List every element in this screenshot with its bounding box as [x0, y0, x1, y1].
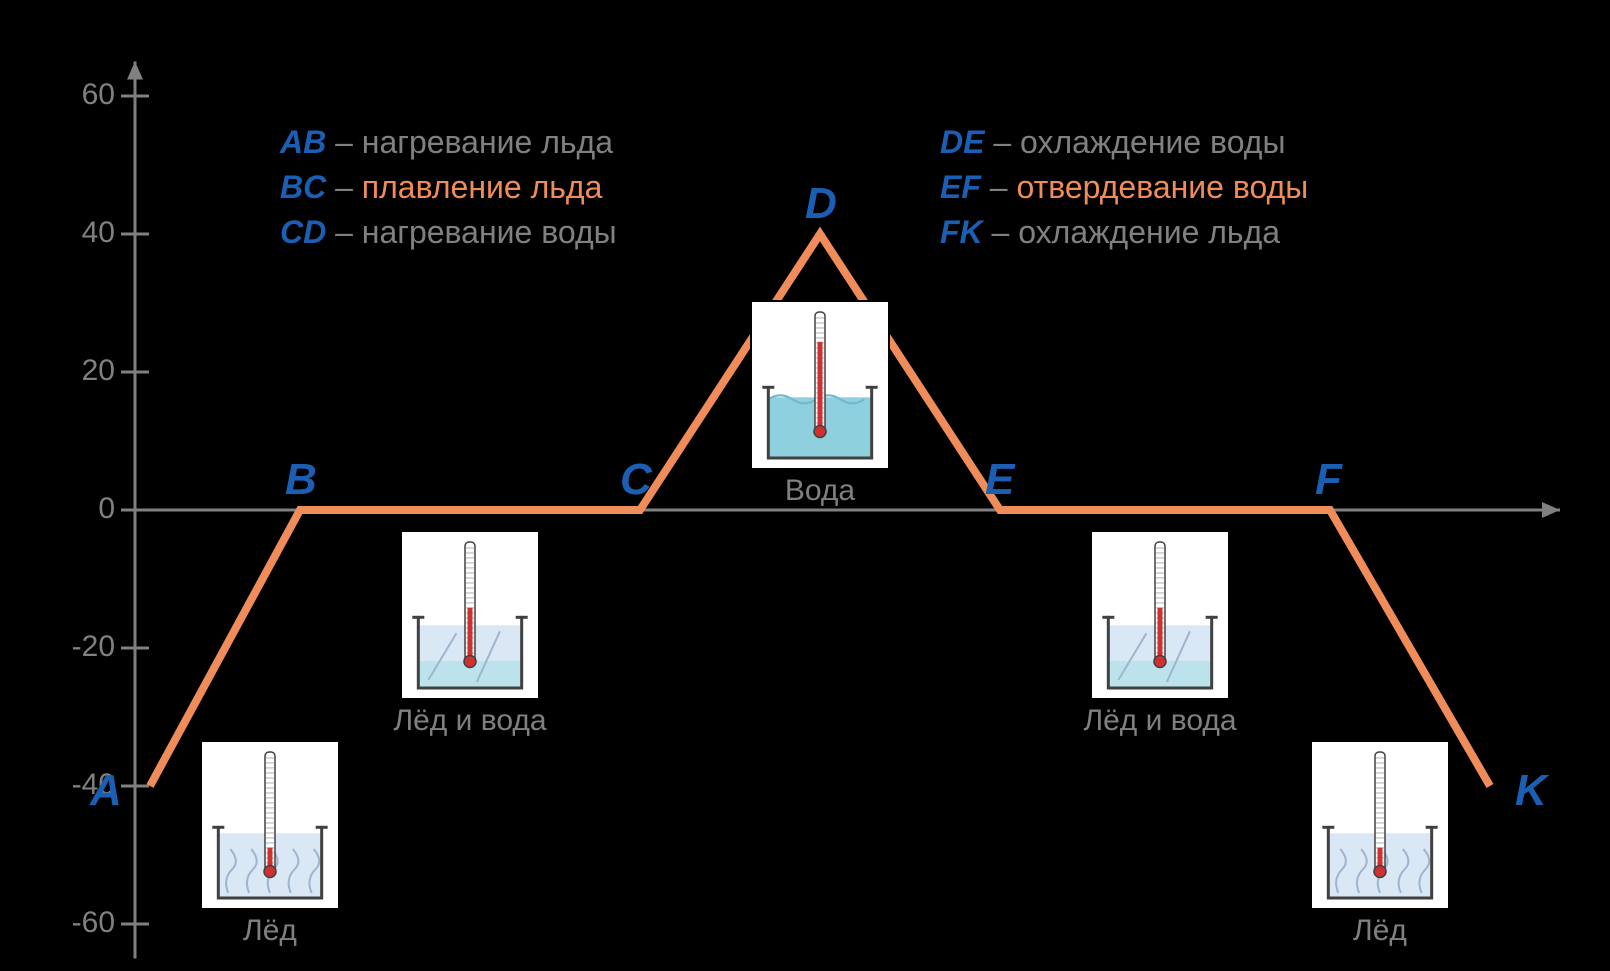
legend-key: EF: [940, 169, 981, 205]
point-label-E: E: [985, 455, 1014, 505]
phase-change-chart: 6040200-20-40-60ЛёдЛёд и водаВодаЛёд и в…: [0, 0, 1610, 971]
legend-desc: охлаждение льда: [1018, 214, 1280, 250]
y-tick-label: 20: [55, 354, 115, 388]
state-label: Лёд: [243, 914, 297, 948]
legend-key: CD: [280, 214, 326, 250]
legend-line: CD – нагревание воды: [280, 210, 617, 255]
y-tick-label: 0: [55, 492, 115, 526]
y-tick-label: -20: [55, 630, 115, 664]
state-label: Лёд и вода: [393, 704, 546, 738]
legend-line: FK – охлаждение льда: [940, 210, 1308, 255]
legend-desc: плавление льда: [362, 169, 603, 205]
y-tick-label: -60: [55, 906, 115, 940]
legend-right: DE – охлаждение водыEF – отвердевание во…: [940, 120, 1308, 254]
state-illustration-water: [750, 300, 890, 470]
legend-line: EF – отвердевание воды: [940, 165, 1308, 210]
legend-key: FK: [940, 214, 983, 250]
point-label-B: B: [285, 455, 317, 505]
legend-line: AB – нагревание льда: [280, 120, 617, 165]
legend-desc: отвердевание воды: [1016, 169, 1308, 205]
state-illustration-icewater: [1090, 530, 1230, 700]
legend-line: BC – плавление льда: [280, 165, 617, 210]
state-label: Лёд и вода: [1083, 704, 1236, 738]
point-label-C: C: [620, 455, 652, 505]
legend-left: AB – нагревание льдаBC – плавление льдаC…: [280, 120, 617, 254]
y-tick-label: 40: [55, 216, 115, 250]
legend-line: DE – охлаждение воды: [940, 120, 1308, 165]
state-illustration-icewater: [400, 530, 540, 700]
legend-key: BC: [280, 169, 326, 205]
legend-desc: нагревание льда: [362, 124, 613, 160]
legend-desc: охлаждение воды: [1020, 124, 1285, 160]
point-label-A: A: [90, 766, 122, 816]
point-label-K: K: [1515, 766, 1547, 816]
y-tick-label: 60: [55, 78, 115, 112]
point-label-F: F: [1315, 455, 1342, 505]
state-illustration-ice: [200, 740, 340, 910]
legend-desc: нагревание воды: [362, 214, 617, 250]
legend-key: AB: [280, 124, 326, 160]
legend-key: DE: [940, 124, 984, 160]
state-label: Лёд: [1353, 914, 1407, 948]
point-label-D: D: [805, 179, 837, 229]
state-label: Вода: [785, 474, 855, 508]
state-illustration-ice: [1310, 740, 1450, 910]
